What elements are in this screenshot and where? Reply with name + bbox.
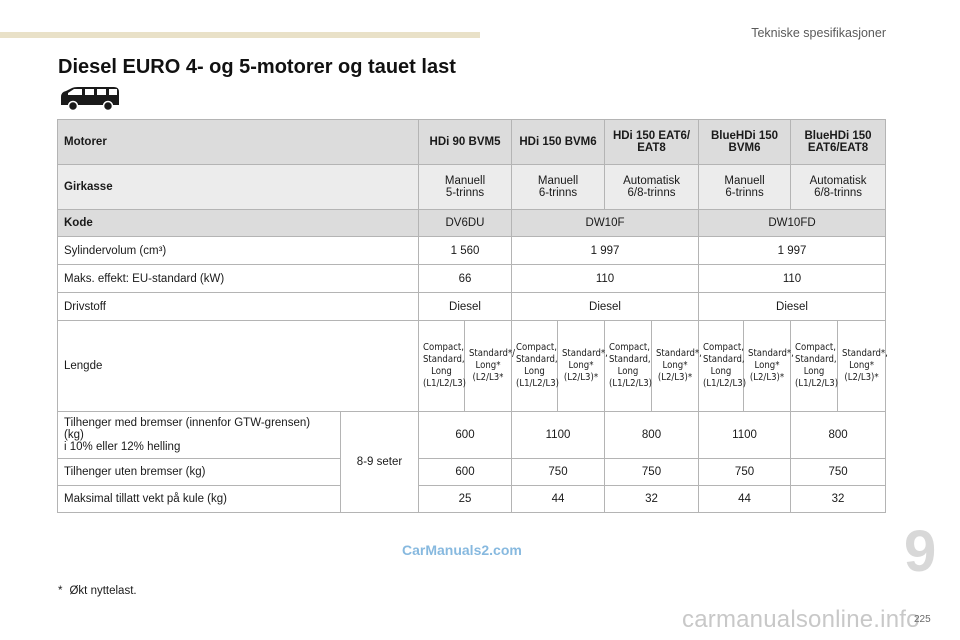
fuel-cell: Diesel [698,292,887,321]
code-cell: DV6DU [418,209,512,237]
seats-cell: 8-9 seter [340,411,419,513]
length-cell: Compact, Standard, Long (L1/L2/L3) [790,320,838,412]
displacement-cell: 1 997 [510,236,700,265]
engine-cell: HDi 150 EAT6/ EAT8 [603,119,700,165]
page-title: Diesel EURO 4- og 5-motorer og tauet las… [58,56,456,78]
braked-cell: 1100 [511,411,605,459]
gearbox-gears: 5-trinns [445,187,485,199]
gearbox-cell: Manuell 6-trinns [511,164,605,210]
length-cell: Standard*, Long* (L2/L3)* [743,320,794,412]
braked-cell: 600 [418,411,512,459]
length-cell: Standard*, Long* (L2/L3)* [557,320,608,412]
ball-weight-row: Maksimal tillatt vekt på kule (kg) 25 44… [57,485,887,513]
braked-cell: 1100 [698,411,792,459]
braked-trailer-row: Tilhenger med bremser (innenfor GTW-gren… [57,411,887,513]
fuel-row: Drivstoff Diesel Diesel Diesel [57,292,887,321]
ball-cell: 44 [698,485,792,513]
gearbox-type: Manuell [444,175,486,187]
gearbox-cell: Automatisk 6/8-trinns [603,164,700,210]
unbraked-cell: 750 [511,458,605,486]
footnote-marker: * [58,585,63,597]
gearbox-cell: Manuell 6-trinns [698,164,792,210]
header-rule [0,32,480,38]
length-cell: Standard*/Long* (L2/L3* [464,320,515,412]
watermark[interactable]: CarManuals2.com [402,542,522,558]
unbraked-trailer-row: Tilhenger uten bremser (kg) 600 750 750 … [57,458,887,486]
row-label: Kode [57,209,419,237]
engine-cell: HDi 150 BVM6 [511,119,605,165]
gearbox-type: Manuell [537,175,579,187]
engine-cell: BlueHDi 150 EAT6/EAT8 [790,119,887,165]
unbraked-cell: 750 [790,458,887,486]
length-cell: Standard*, Long* (L2/L3)* [837,320,888,412]
ball-cell: 25 [418,485,512,513]
gearbox-type: Automatisk [623,175,680,187]
row-label: Maks. effekt: EU-standard (kW) [57,264,419,293]
row-label: Drivstoff [57,292,419,321]
length-cell: Compact, Standard, Long (L1/L2/L3) [418,320,466,412]
code-row: Kode DV6DU DW10F DW10FD [57,209,887,237]
gearbox-cell: Manuell 5-trinns [418,164,512,210]
engine-cell: HDi 90 BVM5 [418,119,512,165]
page-number: 225 [914,614,931,625]
row-label: Girkasse [57,164,419,210]
unbraked-cell: 750 [698,458,792,486]
braked-cell: 800 [603,411,700,459]
gearbox-row: Girkasse Manuell 5-trinns Manuell 6-trinns… [57,164,887,210]
gearbox-gears: 6-trinns [725,187,764,199]
chapter-number: 9 [904,519,937,584]
ball-cell: 44 [511,485,605,513]
row-label: Lengde [57,320,419,412]
gearbox-type: Automatisk [809,175,867,187]
length-cell: Compact, Standard, Long (L1/L2/L3) [511,320,559,412]
length-cell: Compact, Standard, Long (L1/L2/L3) [604,320,652,412]
van-icon [61,87,119,112]
power-cell: 66 [418,264,512,293]
row-label: Maksimal tillatt vekt på kule (kg) [57,485,341,513]
footnote: * Økt nyttelast. [58,585,137,597]
length-cell: Standard*, Long* (L2/L3)* [650,320,702,412]
length-cell: Compact, Standard, Long (L1/L2/L3) [698,320,746,412]
fuel-cell: Diesel [418,292,512,321]
section-title: Tekniske spesifikasjoner [751,26,886,40]
row-label: Sylindervolum (cm³) [57,236,419,265]
site-watermark: carmanualsonline.info [682,606,920,633]
gearbox-type: Manuell [724,175,765,187]
displacement-cell: 1 997 [698,236,887,265]
power-cell: 110 [510,264,700,293]
power-cell: 110 [698,264,887,293]
power-row: Maks. effekt: EU-standard (kW) 66 110 11… [57,264,887,293]
gearbox-gears: 6/8-trinns [814,187,862,199]
displacement-cell: 1 560 [418,236,512,265]
code-cell: DW10FD [698,209,887,237]
unbraked-cell: 750 [603,458,700,486]
code-cell: DW10F [510,209,700,237]
gearbox-cell: Automatisk 6/8-trinns [790,164,887,210]
gearbox-gears: 6-trinns [538,187,578,199]
row-label: Tilhenger uten bremser (kg) [57,458,341,486]
fuel-cell: Diesel [510,292,700,321]
engine-row: Motorer HDi 90 BVM5 HDi 150 BVM6 HDi 150… [57,119,887,165]
ball-cell: 32 [790,485,887,513]
length-row: Lengde Compact, Standard, Long (L1/L2/L3) S… [57,320,888,412]
row-label: Tilhenger med bremser (innenfor GTW-gren… [57,411,341,459]
footnote-text: Økt nyttelast. [69,585,137,597]
displacement-row: Sylindervolum (cm³) 1 560 1 997 1 997 [57,236,887,265]
engine-cell: BlueHDi 150 BVM6 [698,119,792,165]
ball-cell: 32 [603,485,700,513]
specifications-table: Motorer HDi 90 BVM5 HDi 150 BVM6 HDi 150… [57,119,888,513]
row-label: Motorer [57,119,419,165]
gearbox-gears: 6/8-trinns [627,187,676,199]
unbraked-cell: 600 [418,458,512,486]
braked-cell: 800 [790,411,887,459]
